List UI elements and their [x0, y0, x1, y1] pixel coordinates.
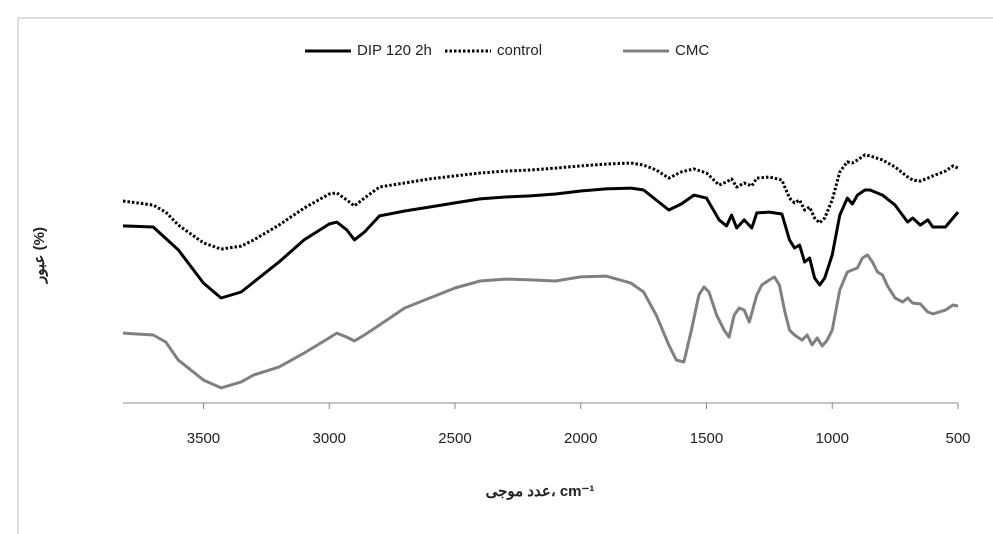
legend-label: DIP 120 2h [357, 42, 432, 59]
y-axis-label: عبور (%) [31, 227, 48, 284]
x-tick-label: 3500 [187, 430, 220, 447]
x-tick-label: 1000 [816, 430, 849, 447]
x-tick-label: 2500 [438, 430, 471, 447]
legend-label: control [497, 42, 542, 59]
series-line [122, 153, 959, 251]
series-line [122, 186, 960, 300]
x-tick-label: 500 [945, 430, 970, 447]
legend-label: CMC [675, 42, 709, 59]
x-tick-label: 2000 [564, 430, 597, 447]
x-axis-label: عدد موجی، cm⁻¹ [486, 483, 595, 500]
series-line [122, 253, 959, 390]
x-tick-label: 3000 [313, 430, 346, 447]
x-tick-label: 1500 [690, 430, 723, 447]
